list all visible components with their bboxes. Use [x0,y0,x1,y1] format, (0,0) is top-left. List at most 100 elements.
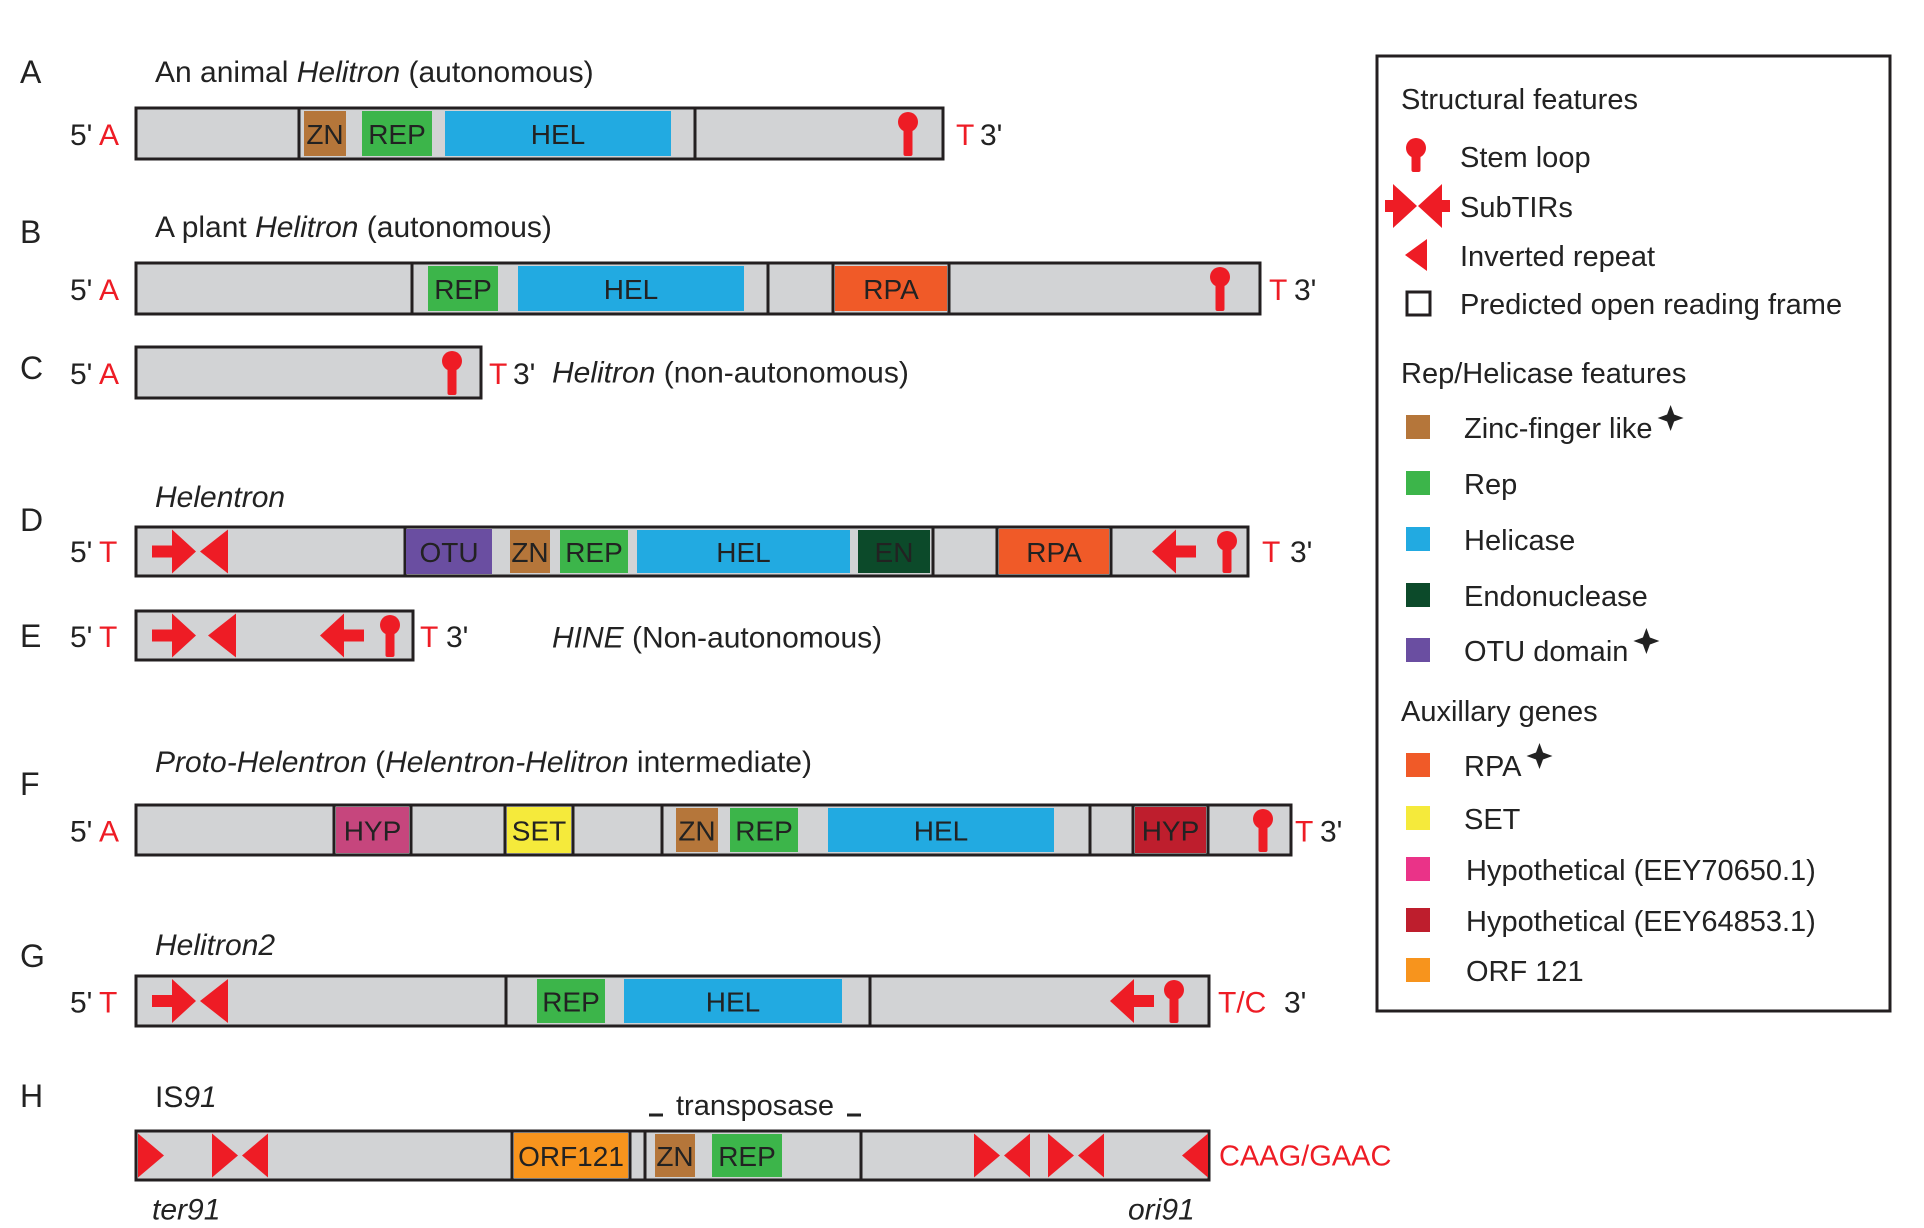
3-prime-label: 3' [1294,274,1316,307]
subtir-arrow-icon [152,529,196,574]
domain-zn-label: ZN [678,816,715,847]
loop [380,615,400,635]
loop [898,112,918,132]
stem-loop-icon [1253,809,1273,852]
domain-rpa: RPA [835,266,947,311]
domain-zn-box [510,530,550,573]
inverted-repeat-icon [1078,1133,1104,1178]
legend-item-label: SET [1464,804,1521,836]
inverted-repeat-icon [200,529,228,574]
inverted-repeat-icon [212,1133,238,1178]
domain-rpa-label: RPA [1026,537,1082,568]
domain-en: EN [858,530,930,573]
domain-otu-box [406,529,492,574]
inverted-repeat-icon [1405,239,1427,271]
inverted-repeat-icon [208,613,236,658]
domain-orf-box [514,1133,628,1178]
panel-letter-H: H [20,1078,43,1114]
legend-swatch [1406,527,1430,551]
stem-loop-icon [1210,267,1230,311]
panel-letter-G: G [20,938,45,974]
3-prime-label: 3' [1284,987,1306,1020]
right-nucleotide: T [420,621,438,654]
right-nucleotide: T [489,358,507,391]
domain-hel-box [518,266,744,311]
domain-rep-label: REP [718,1141,776,1172]
legend-section-title: Auxillary genes [1401,696,1598,728]
domain-hel-box [828,808,1054,852]
legend-item-label: Helicase [1464,525,1575,557]
domain-hyp-label: HYP [1142,816,1200,847]
domain-rep-box [730,808,798,852]
left-nucleotide: T [99,987,117,1020]
domain-hyp-box [1135,807,1206,853]
domain-hel: HEL [637,530,850,573]
left-nucleotide: T [99,621,117,654]
domain-rep: REP [537,979,605,1023]
star-icon [1657,405,1684,431]
domain-hel-label: HEL [604,274,658,305]
domain-orf: ORF121 [514,1133,628,1178]
loop [1210,267,1230,287]
legend-swatch [1406,753,1430,777]
legend-item-label: SubTIRs [1460,192,1573,224]
domain-rpa: RPA [999,529,1109,574]
right-nucleotide: T/C [1218,987,1266,1020]
domain-hyp-label: HYP [344,816,402,847]
orf-frame [660,803,1092,857]
subtir-arrow-icon [1110,979,1154,1023]
domain-otu-label: OTU [419,537,478,568]
domain-rep-label: REP [542,987,600,1018]
orf-frame [643,1129,863,1182]
domain-rep-label: REP [565,537,623,568]
legend-item-label: Hypothetical (EEY70650.1) [1466,855,1816,887]
panel-title-G: Helitron2 [155,929,275,962]
5-prime-label: 5' [70,621,92,654]
star-icon [1526,743,1553,769]
domain-rep: REP [730,808,798,852]
legend-swatch [1406,857,1430,881]
inverted-repeat-icon [1048,1133,1074,1178]
domain-hyp: HYP [1135,807,1206,853]
subtir-arrow-icon [1152,529,1196,574]
left-nucleotide: A [99,358,119,391]
domain-rep: REP [712,1134,782,1177]
loop [442,351,462,371]
orf-frame [332,803,413,857]
terminal-sequence-label: CAAG/GAAC [1219,1141,1391,1173]
left-nucleotide: A [99,816,119,849]
domain-zn: ZN [510,530,550,573]
legend-swatch [1406,471,1430,495]
domain-zn-label: ZN [511,537,548,568]
right-nucleotide: T [1262,536,1280,569]
legend-swatch [1406,583,1430,607]
orf-frame [297,106,697,161]
legend-swatch [1406,806,1430,830]
panel-letter-C: C [20,350,43,386]
domain-rep-label: REP [434,274,492,305]
ori91-label: ori91 [1128,1194,1195,1227]
panel-letter-D: D [20,502,43,538]
domain-hel-label: HEL [914,816,968,847]
orf-frame [1131,803,1210,857]
domain-rpa-label: RPA [863,274,919,305]
domain-rpa-box [999,529,1109,574]
domain-zn-label: ZN [306,119,343,150]
5-prime-label: 5' [70,987,92,1020]
stem-loop-icon [1164,980,1184,1023]
panel-title-B: A plant Helitron (autonomous) [155,211,552,244]
legend-item-label: Endonuclease [1464,581,1648,613]
orf-frame [510,1129,632,1182]
legend-item-label: Predicted open reading frame [1460,289,1842,321]
domain-hel-box [445,111,671,156]
left-nucleotide: A [99,119,119,152]
3-prime-label: 3' [1290,536,1312,569]
stem-loop-icon [898,112,918,156]
domain-zn: ZN [304,111,346,156]
panel-title-D: Helentron [155,481,285,514]
inverted-repeat-icon [1182,1133,1208,1178]
domain-hyp: HYP [336,807,409,853]
domain-hel-label: HEL [716,537,770,568]
domain-rep: REP [428,266,498,311]
